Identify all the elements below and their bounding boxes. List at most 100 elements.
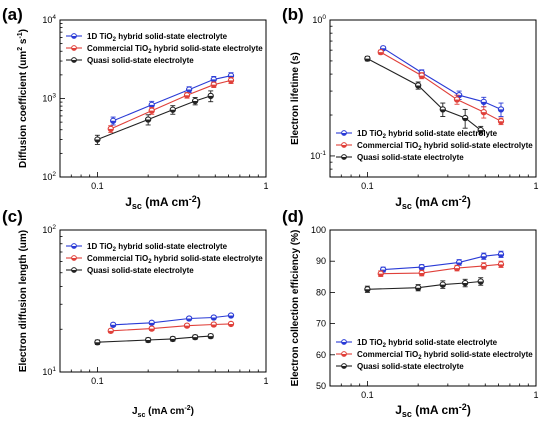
series-1 — [110, 312, 235, 328]
data-point-fill — [110, 324, 116, 328]
legend-label: Commercial TiO2 hybrid solid-state elect… — [87, 44, 263, 55]
data-point-fill — [211, 79, 217, 83]
data-point-fill — [440, 284, 446, 288]
y-tick-label: 103 — [42, 93, 56, 104]
y-tick-label: 70 — [316, 319, 326, 329]
legend-label: 1D TiO2 hybrid solid-state electrolyte — [357, 129, 498, 140]
data-point-fill — [454, 99, 460, 103]
data-point-fill — [186, 318, 192, 322]
legend-marker-fill — [71, 258, 77, 261]
chart-panel-1: (a) 0.1 1 102 103 104 Jsc (mA cm-2) Diffusion c… — [2, 5, 269, 211]
data-point-fill — [208, 336, 214, 339]
legend-label: Commercial TiO2 hybrid solid-state elect… — [357, 350, 533, 361]
x-axis-title: Jsc (mA cm-2) — [132, 405, 194, 419]
x-axis-title: Jsc (mA cm-2) — [395, 194, 471, 211]
series-2 — [107, 77, 235, 133]
x-tick-label: 0.1 — [91, 376, 104, 386]
data-point-fill — [149, 322, 155, 326]
series-1 — [110, 72, 235, 126]
data-point-fill — [94, 139, 101, 143]
legend: 1D TiO2 hybrid solid-state electrolyteCo… — [66, 32, 263, 65]
x-tick-label: 1 — [263, 181, 268, 191]
plot-frame — [59, 229, 267, 373]
data-point-fill — [208, 95, 214, 99]
data-point-fill — [481, 101, 487, 105]
chart-panel-3: (c) 0.1 1 101 102 Jsc (mA cm-2) Electron diffu… — [2, 207, 269, 419]
legend-label: Quasi solid-state electrolyte — [87, 266, 194, 275]
data-point-fill — [498, 121, 504, 124]
data-point-fill — [462, 283, 468, 286]
data-point-fill — [478, 130, 484, 133]
legend-label: 1D TiO2 hybrid solid-state electrolyte — [87, 242, 228, 253]
y-tick-label: 101 — [42, 366, 56, 377]
series-3 — [94, 332, 214, 346]
data-point-fill — [211, 317, 217, 321]
data-point-fill — [192, 100, 198, 104]
data-point-fill — [415, 85, 421, 89]
data-point-fill — [108, 330, 114, 334]
legend-marker-fill — [341, 133, 347, 136]
x-axis-title: Jsc (mA cm-2) — [395, 402, 471, 419]
data-point-fill — [184, 325, 190, 329]
legend-label: Quasi solid-state electrolyte — [87, 56, 194, 65]
data-point-fill — [456, 262, 462, 266]
x-tick-label: 1 — [263, 376, 268, 386]
data-point-fill — [192, 337, 198, 340]
data-point-fill — [419, 273, 425, 276]
panel-label: (d) — [282, 207, 304, 226]
data-point-fill — [440, 109, 446, 112]
series-2 — [377, 49, 505, 126]
x-tick-label: 0.1 — [91, 181, 104, 191]
legend-marker-fill — [341, 354, 347, 357]
data-point-fill — [108, 128, 114, 132]
series-1 — [380, 250, 505, 273]
data-point-fill — [211, 84, 217, 88]
chart-panel-4: (d) 0.1 1 50 60 70 80 90 100 Jsc (mA cm-2) Electro… — [282, 207, 539, 419]
data-point-fill — [228, 315, 234, 319]
data-point-fill — [364, 289, 371, 292]
data-point-fill — [94, 342, 101, 345]
legend-label: Quasi solid-state electrolyte — [357, 362, 464, 371]
panel-label: (a) — [2, 5, 23, 24]
plot-frame — [329, 19, 537, 178]
chart-panel-2: (b) 0.1 1 10-1 100 Jsc (mA cm-2) Electron life… — [282, 5, 539, 211]
data-point-fill — [481, 265, 487, 269]
data-point-fill — [481, 112, 487, 115]
series-2 — [377, 260, 505, 277]
y-tick-label: 80 — [316, 287, 326, 297]
y-tick-label: 100 — [311, 225, 326, 235]
y-axis-title: Diffusion coefficient (um2 s-1) — [17, 29, 29, 168]
data-point-fill — [498, 109, 504, 112]
data-point-fill — [415, 287, 421, 291]
series-3 — [94, 90, 214, 145]
legend-label: 1D TiO2 hybrid solid-state electrolyte — [357, 338, 498, 349]
legend-marker-fill — [71, 246, 77, 249]
y-tick-label: 60 — [316, 350, 326, 360]
legend: 1D TiO2 hybrid solid-state electrolyteCo… — [336, 129, 533, 162]
x-tick-label: 1 — [533, 390, 538, 400]
x-tick-label: 1 — [533, 181, 538, 191]
legend-marker-fill — [71, 60, 77, 63]
y-tick-label: 90 — [316, 256, 326, 266]
series-3 — [364, 277, 484, 293]
legend-label: Commercial TiO2 hybrid solid-state elect… — [87, 254, 263, 265]
data-point-fill — [378, 52, 384, 55]
panel-label: (c) — [2, 207, 23, 226]
data-point-fill — [149, 104, 155, 108]
series-1 — [380, 45, 505, 117]
legend: 1D TiO2 hybrid solid-state electrolyteCo… — [66, 242, 263, 275]
data-point-fill — [184, 95, 190, 98]
y-tick-label: 50 — [316, 381, 326, 391]
data-point-fill — [378, 273, 384, 277]
legend-marker-fill — [71, 36, 77, 39]
legend-label: Quasi solid-state electrolyte — [357, 153, 464, 162]
data-point-fill — [478, 281, 484, 285]
data-point-fill — [481, 256, 487, 259]
y-axis-title: Electron collection efficiency (%) — [290, 230, 301, 387]
series-3 — [364, 55, 484, 135]
data-point-fill — [228, 80, 234, 84]
data-point-fill — [170, 338, 176, 342]
legend-label: 1D TiO2 hybrid solid-state electrolyte — [87, 32, 228, 43]
data-point-fill — [228, 323, 234, 327]
x-tick-label: 0.1 — [361, 181, 374, 191]
